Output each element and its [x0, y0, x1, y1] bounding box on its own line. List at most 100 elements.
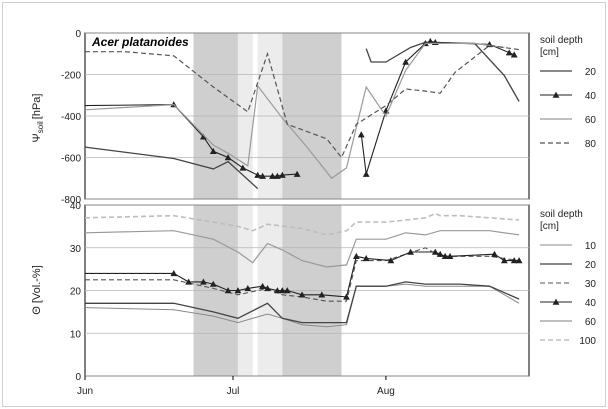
bottom-series-40-line-marker [510, 257, 518, 264]
chart-title: Acer platanoides [91, 35, 189, 49]
legend-label: 40 [585, 298, 597, 309]
top-y-tick-label: -800 [61, 195, 81, 206]
top-series-20-line [365, 41, 520, 102]
legend-label: 60 [585, 317, 597, 328]
bottom-y-tick-label: 40 [70, 201, 82, 212]
bottom-series-40-line-marker [185, 278, 192, 285]
bottom-series-40-line-marker [352, 252, 360, 260]
top-series-40-line-marker [510, 51, 518, 58]
bottom-series-40-line-marker [298, 291, 306, 298]
bottom-series-60-line [84, 230, 520, 268]
top-series-40-line-marker [239, 164, 247, 171]
legend-label: 20 [585, 260, 597, 271]
top-series-40-line-marker [362, 170, 370, 177]
top-y-tick-label: -200 [61, 71, 81, 82]
top-series-40-line-marker [274, 172, 281, 179]
bottom-y-tick-label: 10 [70, 329, 82, 340]
bottom-series-40-line-marker [491, 250, 498, 257]
bottom-series-40-line-marker [362, 255, 370, 262]
top-series-40-line-marker [278, 171, 286, 178]
top-series-40-line-marker [224, 154, 232, 161]
bottom-series-40-line-marker [387, 257, 395, 264]
legend-label: 20 [585, 67, 597, 78]
bottom-series-40-line-marker [500, 257, 508, 264]
bottom-series-40-line-marker [234, 287, 242, 294]
bottom-y-axis-label: Θ [Vol.-%] [31, 265, 43, 315]
bottom-series-40-line-marker [278, 287, 286, 294]
bottom-legend: soil depth[cm] 10 20 30 40 60 100 [540, 209, 596, 347]
top-y-axis-label: Ψsoil[hPa] [31, 94, 45, 143]
bottom-series-100-line [84, 212, 520, 236]
top-series-40-line-marker [200, 133, 207, 140]
top-y-axis-unit: [hPa] [31, 94, 43, 120]
top-series [84, 37, 520, 190]
bottom-series-40-line-marker [224, 287, 232, 294]
top-y-tick-label: 0 [75, 29, 81, 40]
legend-title-unit: [cm] [540, 47, 559, 58]
top-legend: soil depth[cm] 20 40 60 80 [540, 35, 596, 150]
top-series-40-line-marker [254, 171, 262, 178]
bottom-series-20-line [85, 281, 520, 324]
top-series-40-line-marker [426, 37, 434, 45]
bottom-series-40-line-marker [318, 291, 326, 298]
bottom-series-40-line-marker [441, 252, 449, 260]
bottom-series-40-line-marker [209, 280, 217, 287]
top-series-20-line [84, 146, 259, 190]
legend-label: 10 [585, 241, 597, 252]
legend-label: 30 [585, 279, 597, 290]
legend-title: soil depth [540, 35, 583, 46]
bottom-series-40-line-marker [274, 287, 281, 294]
top-series-60-line [84, 42, 505, 180]
bottom-y-axis-text: Θ [Vol.-%] [31, 265, 43, 315]
top-series-40-line-marker [259, 172, 266, 179]
legend-marker-40 [552, 298, 560, 305]
bottom-y-tick-label: 0 [75, 372, 81, 383]
top-series-40-line-marker [293, 170, 301, 177]
bottom-series-40-line-marker [431, 248, 439, 255]
bottom-y-ticks: 0 10 20 30 40 [70, 201, 82, 383]
bottom-series-40-line-marker [264, 284, 271, 292]
svg-text:Ψsoil[hPa]: Ψsoil[hPa] [31, 94, 45, 143]
x-tick-label: Jun [77, 386, 93, 397]
top-y-axis-subscript: soil [36, 121, 45, 133]
top-y-tick-label: -400 [61, 112, 81, 123]
bottom-series-40-line-marker [200, 278, 207, 285]
bottom-series-40-line-marker [170, 270, 178, 277]
top-series-40-line-marker [505, 49, 513, 56]
legend-label: 80 [585, 139, 597, 150]
x-tick-label: Jul [227, 386, 240, 397]
x-tick-label: Aug [377, 386, 395, 397]
bottom-series-40-line-marker [259, 282, 266, 289]
bottom-series-40-line-marker [436, 250, 444, 257]
legend-title: soil depth [540, 209, 583, 220]
bottom-series-10-line [84, 283, 520, 328]
legend-label: 100 [579, 336, 596, 347]
top-series-80-line [85, 44, 520, 159]
bottom-series-40-line-marker [407, 248, 414, 255]
legend-marker-40 [552, 91, 560, 98]
top-series-40-line-marker [209, 147, 217, 154]
bottom-series-40-line-marker [244, 284, 252, 292]
legend-label: 60 [585, 115, 597, 126]
bottom-y-tick-label: 30 [70, 244, 82, 255]
legend-label: 40 [585, 91, 597, 102]
top-y-axis-symbol: Ψ [31, 133, 43, 142]
bottom-series-40-line-marker [446, 252, 454, 260]
top-y-tick-label: -600 [61, 154, 81, 165]
grid-lines [85, 32, 529, 377]
x-ticks: Jun Jul Aug [77, 376, 395, 397]
top-series-40-line-marker [402, 58, 410, 65]
legend-title-unit: [cm] [540, 221, 559, 232]
top-series-40-line [360, 40, 515, 175]
top-series-40-line-marker [269, 172, 276, 179]
bottom-series-40-line [85, 251, 520, 298]
bottom-y-tick-label: 20 [70, 287, 82, 298]
bottom-series-40-line-marker [283, 287, 291, 294]
top-y-ticks: 0 -200 -400 -600 -800 [61, 29, 81, 206]
bottom-series-40-line-marker [343, 293, 350, 300]
top-series-40-line-marker [357, 131, 365, 138]
bottom-series-40-line-marker [515, 257, 523, 264]
